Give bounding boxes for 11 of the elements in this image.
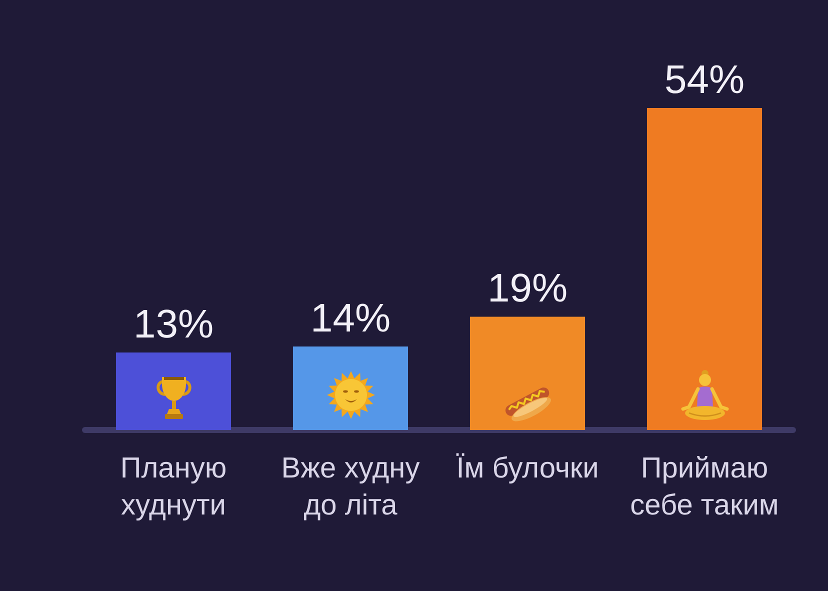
- x-tick-label: Вже худну до літа: [281, 452, 420, 522]
- bar: [646, 108, 762, 430]
- x-tick-label: Планую худнути: [120, 452, 227, 522]
- data-label: 13%: [133, 302, 214, 346]
- x-tick-label: Їм булочки: [456, 452, 599, 484]
- bar: [470, 316, 586, 430]
- data-label: 54%: [664, 58, 745, 102]
- bar: [116, 352, 232, 430]
- x-tick-label: Приймаю себе таким: [630, 452, 779, 522]
- data-label: 19%: [487, 266, 568, 311]
- data-label: 14%: [310, 296, 391, 341]
